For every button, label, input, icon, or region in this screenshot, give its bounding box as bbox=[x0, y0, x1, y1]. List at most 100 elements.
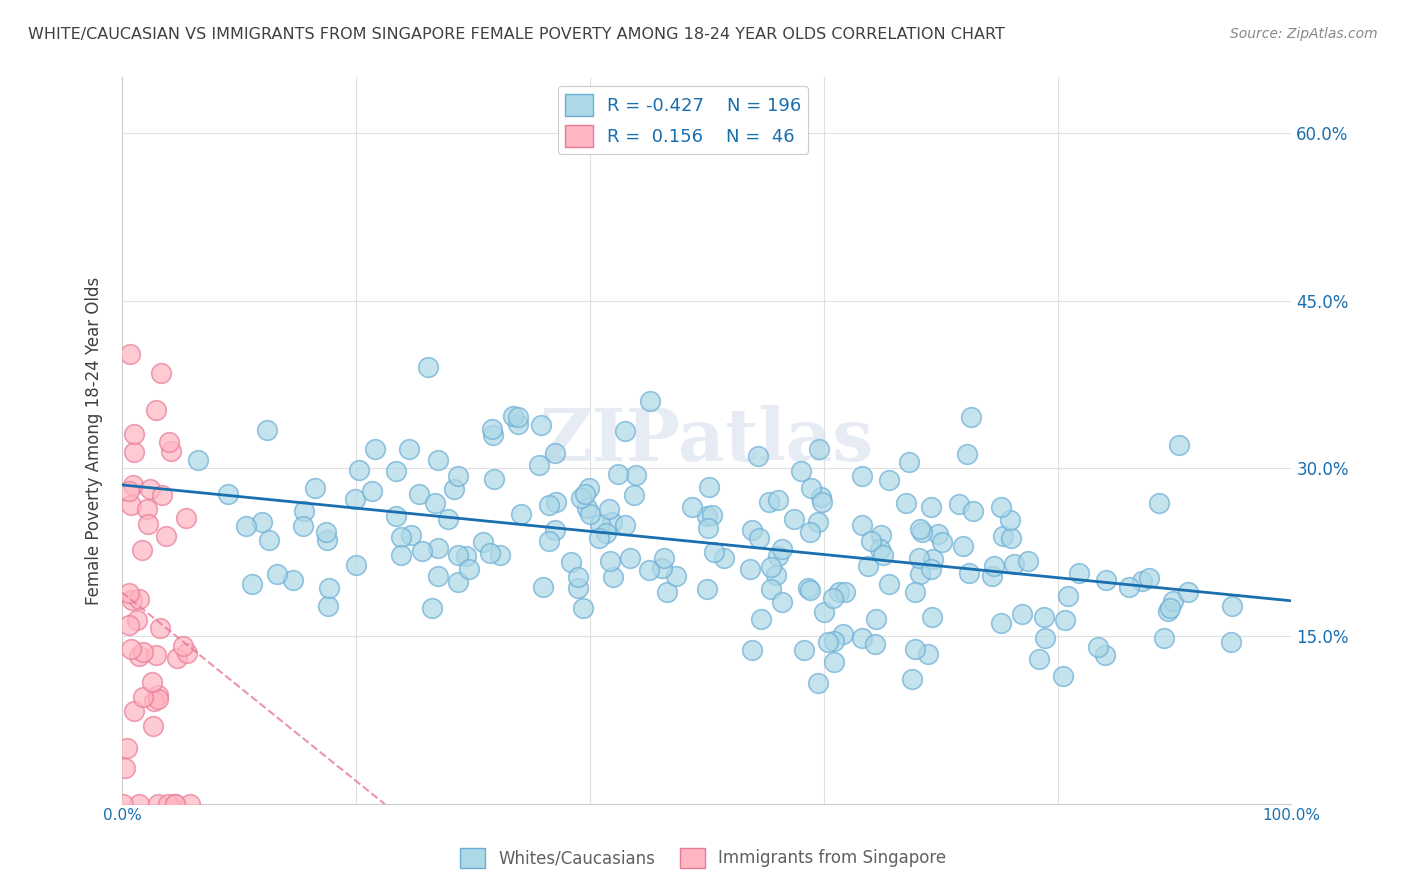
Point bbox=[1056, 589, 1078, 603]
Point bbox=[831, 627, 853, 641]
Point bbox=[482, 472, 505, 486]
Point bbox=[865, 612, 887, 626]
Point bbox=[1161, 594, 1184, 608]
Point bbox=[343, 492, 366, 507]
Point bbox=[920, 500, 942, 515]
Point bbox=[527, 458, 550, 472]
Point bbox=[598, 501, 620, 516]
Point bbox=[810, 495, 832, 509]
Point bbox=[292, 518, 315, 533]
Point bbox=[800, 481, 823, 495]
Point bbox=[588, 531, 610, 545]
Point bbox=[921, 551, 943, 566]
Point bbox=[619, 551, 641, 566]
Point bbox=[318, 599, 340, 613]
Point bbox=[1157, 604, 1180, 618]
Point bbox=[1054, 613, 1077, 627]
Point bbox=[506, 417, 529, 432]
Point bbox=[623, 488, 645, 502]
Point bbox=[146, 688, 169, 702]
Point bbox=[142, 694, 165, 708]
Point bbox=[991, 529, 1014, 543]
Point bbox=[823, 591, 845, 605]
Point bbox=[1094, 648, 1116, 662]
Point bbox=[749, 612, 772, 626]
Point bbox=[560, 555, 582, 569]
Point bbox=[1147, 496, 1170, 510]
Point bbox=[869, 528, 891, 542]
Point bbox=[179, 797, 201, 811]
Point bbox=[896, 496, 918, 510]
Point bbox=[364, 442, 387, 457]
Point bbox=[602, 570, 624, 584]
Point bbox=[793, 643, 815, 657]
Point bbox=[571, 601, 593, 615]
Point bbox=[304, 481, 326, 495]
Point bbox=[808, 442, 831, 457]
Point bbox=[960, 410, 983, 425]
Point bbox=[118, 347, 141, 361]
Point bbox=[344, 558, 367, 572]
Point bbox=[489, 548, 512, 562]
Point bbox=[155, 529, 177, 543]
Point bbox=[128, 648, 150, 663]
Y-axis label: Female Poverty Among 18-24 Year Olds: Female Poverty Among 18-24 Year Olds bbox=[86, 277, 103, 605]
Point bbox=[956, 447, 979, 461]
Point bbox=[1168, 437, 1191, 451]
Point bbox=[256, 423, 278, 437]
Point bbox=[1130, 574, 1153, 589]
Legend: Whites/Caucasians, Immigrants from Singapore: Whites/Caucasians, Immigrants from Singa… bbox=[453, 841, 953, 875]
Point bbox=[900, 672, 922, 686]
Point bbox=[823, 655, 845, 669]
Point bbox=[920, 561, 942, 575]
Point bbox=[443, 482, 465, 496]
Point bbox=[411, 544, 433, 558]
Point bbox=[544, 446, 567, 460]
Point bbox=[807, 515, 830, 529]
Point bbox=[1159, 601, 1181, 615]
Point bbox=[579, 507, 602, 521]
Point bbox=[983, 558, 1005, 573]
Point bbox=[990, 500, 1012, 514]
Point bbox=[589, 517, 612, 532]
Point bbox=[758, 495, 780, 509]
Point bbox=[471, 535, 494, 549]
Point bbox=[904, 585, 927, 599]
Point bbox=[638, 563, 661, 577]
Point bbox=[962, 504, 984, 518]
Point bbox=[851, 468, 873, 483]
Point bbox=[481, 422, 503, 436]
Point bbox=[315, 524, 337, 539]
Point bbox=[141, 674, 163, 689]
Point bbox=[531, 580, 554, 594]
Text: Source: ZipAtlas.com: Source: ZipAtlas.com bbox=[1230, 27, 1378, 41]
Point bbox=[823, 633, 845, 648]
Point bbox=[132, 645, 155, 659]
Point bbox=[834, 584, 856, 599]
Point bbox=[121, 593, 143, 607]
Point bbox=[427, 453, 450, 467]
Point bbox=[447, 575, 470, 590]
Point bbox=[385, 509, 408, 524]
Point bbox=[578, 481, 600, 495]
Point bbox=[1033, 610, 1056, 624]
Point bbox=[856, 559, 879, 574]
Point bbox=[851, 631, 873, 645]
Point bbox=[163, 797, 186, 811]
Point bbox=[124, 444, 146, 458]
Point bbox=[783, 512, 806, 526]
Point bbox=[146, 797, 169, 811]
Point bbox=[799, 583, 821, 598]
Point bbox=[917, 648, 939, 662]
Point bbox=[136, 502, 159, 516]
Point bbox=[770, 541, 793, 556]
Point bbox=[981, 568, 1004, 582]
Point bbox=[948, 497, 970, 511]
Point bbox=[877, 474, 900, 488]
Point bbox=[408, 486, 430, 500]
Point bbox=[952, 540, 974, 554]
Point bbox=[807, 675, 830, 690]
Point bbox=[813, 605, 835, 619]
Point bbox=[665, 568, 688, 582]
Point bbox=[696, 508, 718, 523]
